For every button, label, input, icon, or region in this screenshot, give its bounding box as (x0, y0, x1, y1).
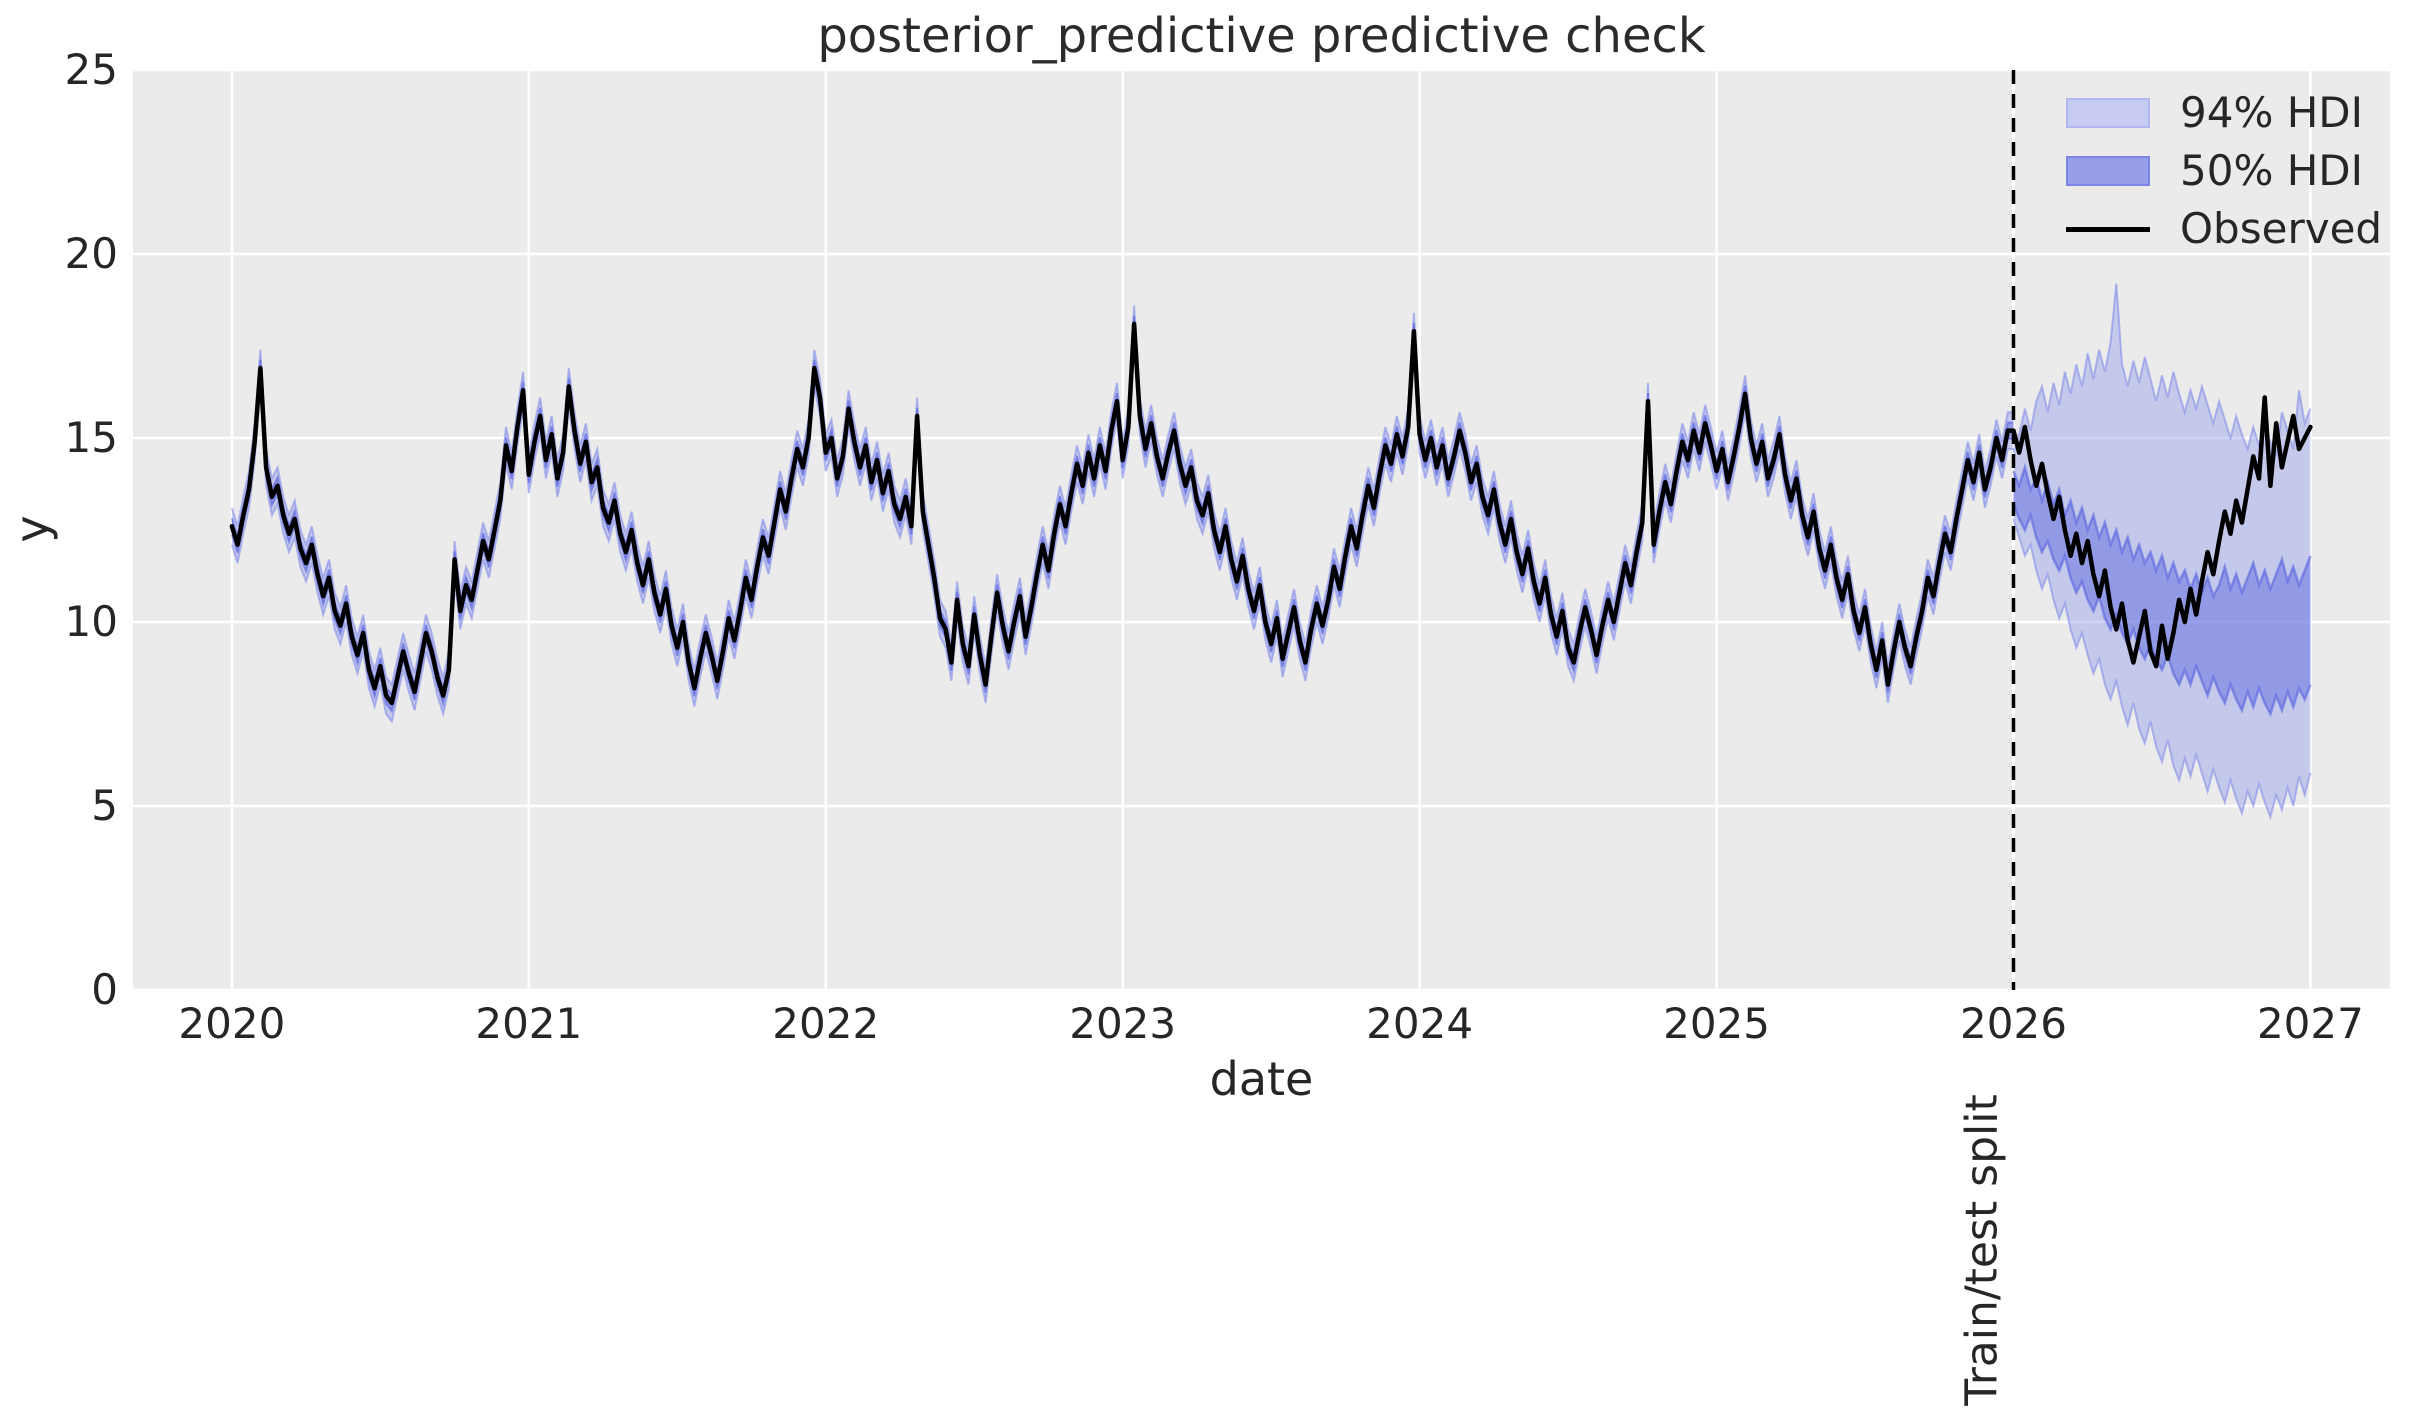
train-test-split-label: Train/test split (1956, 1094, 2008, 1406)
y-tick-label: 15 (64, 413, 118, 462)
x-tick-label: 2020 (178, 999, 286, 1048)
hdi-50-band-forecast-edge (2012, 503, 2312, 718)
hdi-50-band-forecast (2013, 467, 2311, 714)
legend-label: 50% HDI (2180, 146, 2364, 195)
legend-label: Observed (2180, 204, 2383, 253)
y-tick-label: 5 (91, 781, 118, 830)
x-tick-label: 2022 (772, 999, 880, 1048)
legend-label: 94% HDI (2180, 88, 2364, 137)
legend-item-94-hdi: 94% HDI (2066, 88, 2382, 137)
y-tick-label: 20 (64, 229, 118, 278)
chart-title: posterior_predictive predictive check (817, 8, 1706, 64)
hdi-94-band-forecast-edge (2012, 518, 2312, 821)
x-axis-label: date (1209, 1052, 1314, 1106)
hdi50-swatch-icon (2066, 156, 2150, 186)
hdi-94-band-train-edge (230, 342, 2014, 724)
x-tick-label: 2024 (1366, 999, 1474, 1048)
legend: 94% HDI 50% HDI Observed (2066, 88, 2383, 253)
x-tick-label: 2025 (1663, 999, 1770, 1048)
hdi-50-band-train-edge (230, 331, 2014, 714)
observed-line (229, 321, 2313, 706)
x-tick-label: 2021 (475, 999, 583, 1048)
observed-line-swatch-icon (2066, 226, 2150, 232)
y-tick-label: 25 (64, 45, 118, 94)
hdi94-swatch-icon (2066, 98, 2150, 128)
y-axis-label: y (5, 515, 59, 543)
legend-item-observed: Observed (2066, 204, 2383, 253)
y-tick-label: 10 (64, 597, 118, 646)
x-tick-label: 2026 (1960, 999, 2067, 1048)
legend-item-50-hdi: 50% HDI (2066, 146, 2382, 195)
y-tick-label: 0 (91, 965, 118, 1014)
x-tick-label: 2023 (1069, 999, 1177, 1048)
x-tick-label: 2027 (2256, 999, 2364, 1048)
